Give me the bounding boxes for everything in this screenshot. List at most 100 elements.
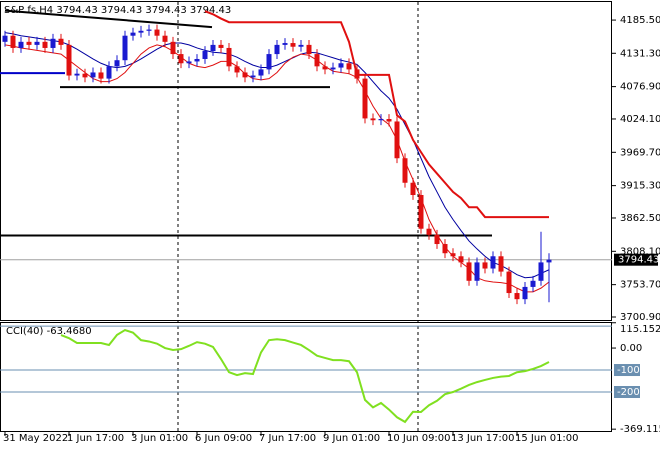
price-label-box: [614, 253, 658, 266]
y-tick-label: 3862.50: [620, 213, 660, 224]
candle-body: [186, 61, 192, 64]
candle-body: [290, 43, 296, 47]
candle-body: [98, 72, 104, 79]
y-tick-label: -369.1159: [620, 424, 660, 435]
candle-body: [234, 66, 240, 73]
x-tick-label: 9 Jun 01:00: [323, 433, 380, 444]
candle-body: [330, 67, 336, 70]
candle-body: [154, 29, 160, 36]
candle-body: [66, 44, 72, 76]
candle-body: [394, 121, 400, 159]
candle-body: [122, 35, 128, 61]
candle-body: [34, 41, 40, 45]
candle-body: [50, 38, 56, 48]
candle-body: [178, 54, 184, 64]
candle-body: [514, 293, 520, 300]
candle-body: [74, 73, 80, 76]
main-frame: [0, 1, 612, 321]
candle-body: [298, 44, 304, 47]
candle-body: [538, 262, 544, 281]
candle-body: [130, 32, 136, 36]
candle-body: [274, 44, 280, 55]
indicator-frame: [0, 322, 612, 432]
candle-body: [506, 271, 512, 294]
indicator-line: [204, 10, 549, 219]
candle-body: [26, 41, 32, 45]
x-tick-label: 10 Jun 09:00: [387, 433, 451, 444]
x-tick-label: 7 Jun 17:00: [259, 433, 316, 444]
y-tick-label: 115.1521: [620, 324, 660, 335]
y-tick-label: 4185.50: [620, 15, 660, 26]
candle-body: [90, 72, 96, 78]
candle-body: [322, 66, 328, 70]
level-label: -200: [617, 387, 640, 398]
x-tick-label: 13 Jun 17:00: [451, 433, 515, 444]
candle-body: [42, 41, 48, 48]
candle-body: [466, 262, 472, 281]
cci-line: [60, 328, 550, 424]
candle-body: [402, 158, 408, 183]
candle-body: [2, 35, 8, 42]
candle-body: [410, 182, 416, 196]
indicator-title: CCI(40) -63.4680: [6, 326, 92, 337]
candle-body: [378, 119, 384, 121]
candle-body: [218, 44, 224, 48]
candle-body: [202, 51, 208, 59]
candle-body: [546, 259, 552, 263]
y-tick-label: 3808.10: [620, 246, 660, 257]
candle-body: [354, 69, 360, 79]
candle-body: [162, 35, 168, 42]
y-tick-label: 3915.30: [620, 181, 660, 192]
level-label-box: [614, 364, 640, 377]
candle-body: [210, 44, 216, 52]
candle-body: [138, 30, 144, 33]
level-label: 100: [618, 322, 635, 332]
candle-body: [370, 118, 376, 121]
x-tick-label: 6 Jun 09:00: [195, 433, 252, 444]
x-tick-label: 15 Jun 01:00: [515, 433, 579, 444]
chart-title: S&P fs,H4 3794.43 3794.43 3794.43 3794.4…: [4, 5, 231, 16]
candle-body: [338, 63, 344, 68]
candle-body: [10, 35, 16, 48]
x-tick-label: 3 Jun 01:00: [131, 433, 188, 444]
y-tick-label: 0.00: [620, 343, 642, 354]
candle-body: [450, 253, 456, 257]
candle-body: [434, 234, 440, 245]
candle-body: [282, 43, 288, 45]
candle-body: [346, 63, 352, 70]
trend-line: [4, 9, 213, 29]
y-tick-label: 3700.90: [620, 312, 660, 323]
candle-body: [474, 262, 480, 281]
candle-body: [530, 280, 536, 287]
candle-body: [306, 44, 312, 55]
y-tick-label: 3753.70: [620, 280, 660, 291]
x-tick-label: 31 May 2022: [3, 433, 68, 444]
price-label: 3794.43: [618, 255, 659, 266]
candle-body: [426, 228, 432, 235]
candle-body: [458, 256, 464, 263]
candle-body: [106, 66, 112, 79]
candle-body: [18, 41, 24, 48]
candle-body: [114, 60, 120, 67]
candle-body: [258, 69, 264, 76]
y-tick-label: 4076.90: [620, 82, 660, 93]
candle-body: [82, 73, 88, 78]
candle-body: [490, 256, 496, 269]
candle-body: [250, 75, 256, 78]
candle-body: [242, 72, 248, 78]
level-label: -100: [617, 365, 640, 376]
candle-body: [482, 262, 488, 269]
candle-body: [442, 244, 448, 254]
candle-body: [266, 54, 272, 70]
indicator-line: [4, 32, 550, 279]
y-tick-label: 3969.70: [620, 147, 660, 158]
candle-body: [314, 54, 320, 67]
candle-body: [362, 78, 368, 119]
candle-body: [522, 286, 528, 300]
y-tick-label: 4024.10: [620, 114, 660, 125]
y-tick-label: 4131.30: [620, 48, 660, 59]
candle-body: [386, 119, 392, 122]
indicator-line: [4, 44, 550, 293]
